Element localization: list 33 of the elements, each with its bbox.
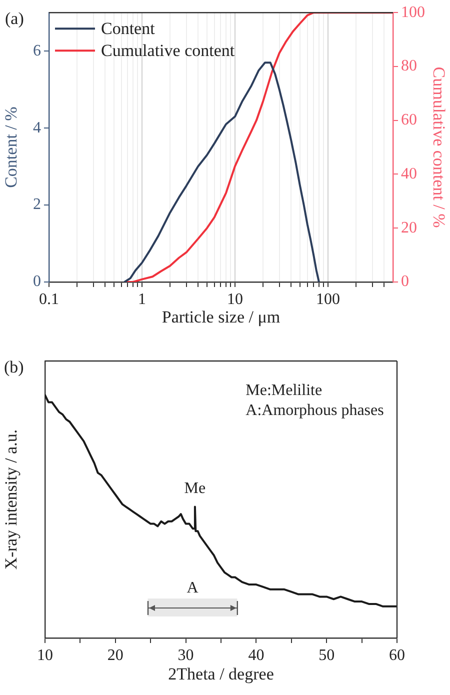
x-tick-label: 60	[389, 646, 405, 664]
annotation: A:Amorphous phases	[246, 402, 384, 420]
x-axis-title: Particle size / μm	[162, 307, 280, 326]
x-tick-label: 100	[316, 290, 340, 308]
x-tick-label: 40	[248, 646, 264, 664]
x-tick-label: 1	[138, 290, 146, 308]
y-axis-title: X-ray intensity / a.u.	[2, 429, 21, 570]
x-tick-label: 30	[178, 646, 194, 664]
y-tick-label: 2	[33, 196, 41, 214]
annotation: Me:Melilite	[246, 382, 322, 400]
y2-tick-label: 40	[401, 165, 417, 182]
y-tick-label: 0	[33, 273, 41, 290]
y2-tick-label: 80	[401, 58, 417, 75]
y2-tick-label: 20	[401, 219, 417, 236]
legend-label: Content	[101, 19, 156, 38]
band-label: A	[186, 580, 199, 597]
y-tick-label: 6	[33, 42, 41, 60]
x-tick-label: 0.1	[39, 290, 59, 308]
y-tick-label: 4	[33, 119, 41, 136]
x-tick-label: 50	[318, 646, 335, 664]
x-tick-label: 20	[107, 646, 124, 664]
y2-tick-label: 100	[401, 4, 425, 21]
chart-title: (b)	[4, 357, 24, 376]
y2-tick-label: 60	[401, 112, 417, 129]
y2-tick-label: 0	[401, 273, 409, 290]
x-axis-title: 2Theta / degree	[168, 664, 274, 684]
annotation: Me	[184, 480, 206, 497]
y-axis-title: Content / %	[2, 106, 21, 188]
x-tick-label: 10	[37, 646, 53, 664]
x-tick-label: 10	[227, 290, 243, 308]
legend-label: Cumulative content	[101, 41, 235, 60]
y2-axis-title: Cumulative content / %	[429, 66, 448, 228]
chart-title: (a)	[5, 9, 24, 28]
